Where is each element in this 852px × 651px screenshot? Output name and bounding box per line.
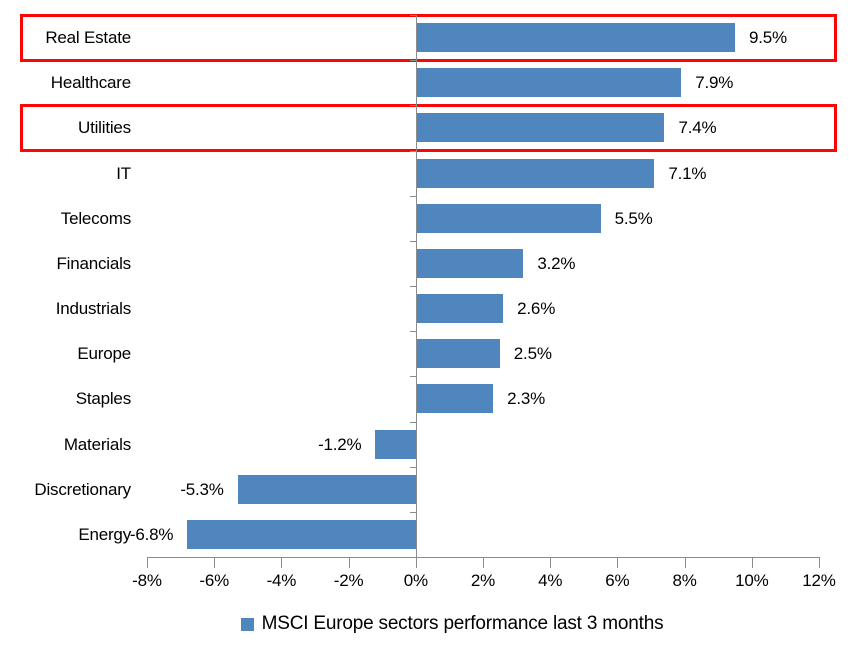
category-label: Energy (78, 524, 131, 544)
data-label: 9.5% (749, 28, 787, 47)
value-tick-label: 12% (802, 571, 836, 590)
category-label: Industrials (55, 299, 131, 318)
data-label: 2.5% (513, 344, 552, 364)
data-label: 7.9% (695, 73, 734, 93)
bar (415, 23, 735, 53)
value-tick (819, 557, 820, 568)
value-tick (348, 557, 350, 568)
category-label: Utilities (78, 118, 131, 138)
bar (375, 429, 416, 459)
category-label: Financials (56, 253, 131, 273)
value-tick-label: 6% (605, 571, 630, 590)
value-tick-label: 0% (403, 571, 428, 590)
value-tick-label: -6% (199, 571, 230, 590)
data-label: 7.1% (668, 163, 707, 183)
bar (415, 248, 524, 278)
category-tick (409, 376, 416, 378)
value-tick-label: 2% (470, 571, 496, 590)
category-tick (409, 195, 416, 197)
bar (415, 113, 665, 143)
value-tick (483, 557, 484, 568)
category-tick (409, 15, 416, 16)
bar (415, 384, 494, 414)
category-tick (409, 466, 416, 468)
data-label: 5.5% (614, 208, 653, 228)
value-tick (550, 557, 552, 568)
category-label: Staples (75, 389, 132, 409)
category-tick (409, 421, 416, 423)
value-tick (415, 557, 417, 568)
value-tick (214, 557, 216, 568)
highlight-box (20, 103, 837, 152)
legend-label: MSCI Europe sectors performance last 3 m… (261, 613, 664, 634)
category-label: Healthcare (50, 73, 131, 93)
category-label: IT (116, 163, 131, 183)
data-label: 2.6% (517, 299, 556, 318)
legend: MSCI Europe sectors performance last 3 m… (0, 613, 852, 635)
data-label: 7.4% (678, 118, 717, 138)
bar (415, 339, 500, 369)
highlight-box (20, 13, 837, 62)
category-tick (409, 60, 416, 62)
bar (415, 68, 682, 98)
value-tick (281, 557, 283, 568)
category-label: Real Estate (45, 28, 131, 47)
data-label: 3.2% (537, 253, 576, 273)
legend-marker-icon (240, 617, 254, 631)
category-tick (409, 150, 416, 152)
bar (187, 519, 416, 549)
value-tick (751, 557, 753, 568)
category-label: Europe (77, 344, 131, 364)
category-tick (409, 240, 416, 242)
category-label: Discretionary (34, 479, 131, 499)
category-label: Telecoms (60, 208, 131, 228)
category-tick (409, 557, 416, 558)
data-label: -5.3% (180, 479, 224, 499)
category-tick (409, 105, 416, 107)
value-tick-label: -4% (266, 571, 297, 590)
category-tick (409, 331, 416, 333)
bar (415, 158, 655, 188)
category-tick (409, 286, 416, 287)
value-tick-label: 10% (735, 571, 769, 590)
category-tick (409, 511, 416, 513)
value-tick (147, 557, 148, 568)
data-label: -1.2% (318, 434, 362, 454)
bar (415, 294, 504, 324)
data-label: -6.8% (129, 524, 174, 544)
value-tick (617, 557, 619, 568)
value-tick-label: -2% (333, 571, 364, 590)
data-label: 2.3% (507, 389, 546, 409)
category-label: Materials (63, 434, 131, 454)
category-axis-line (415, 15, 417, 557)
bar (237, 474, 416, 504)
value-tick-label: 4% (538, 571, 563, 590)
bar (415, 203, 601, 233)
value-tick-label: -8% (132, 571, 162, 590)
value-tick-label: 8% (672, 571, 697, 590)
value-tick (684, 557, 686, 568)
